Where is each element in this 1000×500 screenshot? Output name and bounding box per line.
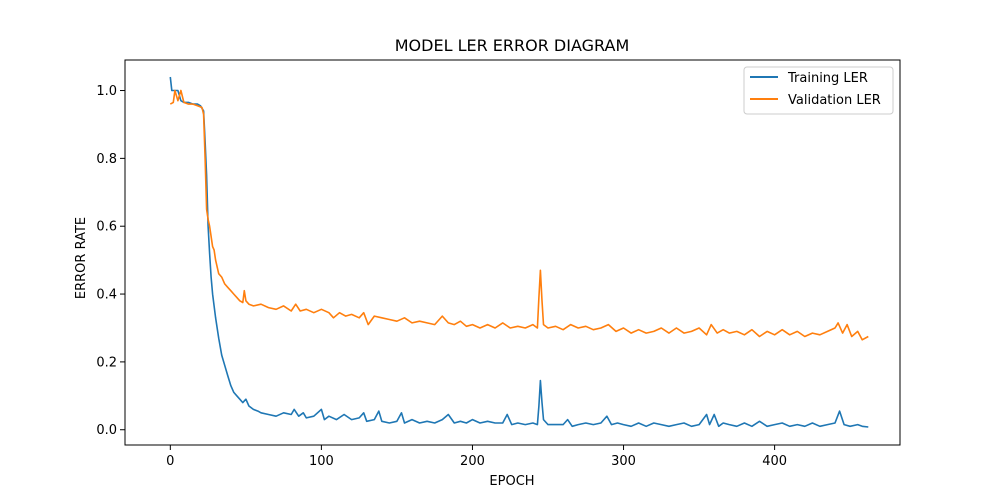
y-tick-label: 0.0 (96, 423, 117, 438)
x-tick-label: 0 (166, 454, 174, 469)
legend-label-validation: Validation LER (788, 93, 881, 108)
y-tick-label: 1.0 (96, 84, 117, 99)
y-tick-label: 0.4 (96, 288, 117, 303)
y-tick-label: 0.2 (96, 355, 117, 370)
legend-box (743, 66, 894, 115)
legend-label-training: Training LER (787, 71, 868, 86)
y-tick-label: 0.8 (96, 152, 117, 167)
x-tick-label: 100 (309, 454, 334, 469)
plot-frame (124, 59, 901, 446)
x-tick-label: 400 (762, 454, 787, 469)
legend: Training LER Validation LER (743, 66, 894, 115)
validation-ler-line (169, 89, 869, 341)
y-tick-label: 0.6 (96, 220, 117, 235)
plot-area (169, 76, 869, 428)
y-axis-ticks: 0.0 0.2 0.4 0.6 0.8 1.0 (96, 84, 125, 438)
chart-title: MODEL LER ERROR DIAGRAM (395, 36, 630, 55)
y-axis-label: ERROR RATE (74, 217, 89, 299)
training-ler-line (169, 76, 869, 428)
x-tick-label: 200 (460, 454, 485, 469)
x-axis-ticks: 0 100 200 300 400 (166, 445, 787, 469)
x-axis-label: EPOCH (489, 474, 534, 489)
x-tick-label: 300 (611, 454, 636, 469)
